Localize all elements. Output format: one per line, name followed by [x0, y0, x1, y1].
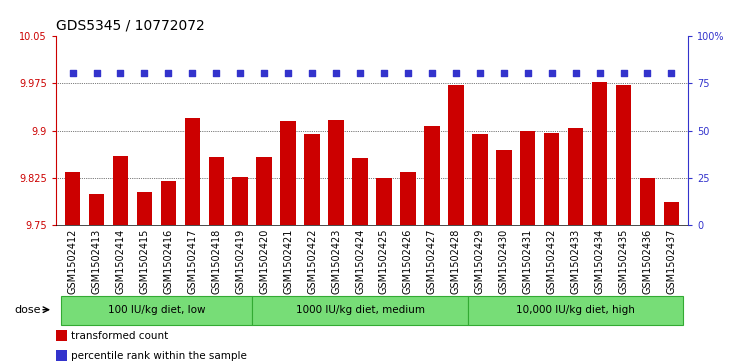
Point — [618, 70, 629, 76]
Bar — [304, 134, 320, 225]
Text: GSM1502419: GSM1502419 — [235, 229, 246, 294]
Point — [641, 70, 653, 76]
Text: GSM1502427: GSM1502427 — [427, 229, 437, 294]
Bar — [496, 150, 512, 225]
Bar — [640, 178, 655, 225]
Text: GSM1502416: GSM1502416 — [164, 229, 173, 294]
Text: GSM1502429: GSM1502429 — [475, 229, 485, 294]
Point — [234, 70, 246, 76]
Point — [307, 70, 318, 76]
Point — [426, 70, 437, 76]
Point — [474, 70, 486, 76]
Bar — [112, 156, 128, 225]
Point — [498, 70, 510, 76]
Bar — [468, 295, 684, 325]
Point — [594, 70, 606, 76]
Text: GSM1502434: GSM1502434 — [594, 229, 605, 294]
Text: GSM1502435: GSM1502435 — [618, 229, 629, 294]
Bar — [472, 134, 487, 225]
Text: dose: dose — [14, 305, 40, 315]
Bar — [56, 350, 67, 361]
Bar — [257, 157, 272, 225]
Bar — [424, 126, 440, 225]
Text: GDS5345 / 10772072: GDS5345 / 10772072 — [56, 19, 205, 32]
Point — [115, 70, 126, 76]
Bar — [568, 127, 583, 225]
Text: GSM1502423: GSM1502423 — [331, 229, 341, 294]
Text: GSM1502415: GSM1502415 — [139, 229, 150, 294]
Point — [570, 70, 582, 76]
Point — [545, 70, 557, 76]
Text: 1000 IU/kg diet, medium: 1000 IU/kg diet, medium — [295, 305, 425, 315]
Bar — [448, 85, 464, 225]
Point — [450, 70, 462, 76]
Text: GSM1502425: GSM1502425 — [379, 229, 389, 294]
Text: GSM1502414: GSM1502414 — [115, 229, 126, 294]
Point — [187, 70, 199, 76]
Bar — [352, 158, 368, 225]
Bar — [60, 295, 252, 325]
Bar — [328, 120, 344, 225]
Point — [665, 70, 677, 76]
Text: GSM1502430: GSM1502430 — [498, 229, 509, 294]
Text: GSM1502436: GSM1502436 — [643, 229, 652, 294]
Text: 100 IU/kg diet, low: 100 IU/kg diet, low — [108, 305, 205, 315]
Text: GSM1502421: GSM1502421 — [283, 229, 293, 294]
Point — [91, 70, 103, 76]
Bar — [137, 192, 153, 225]
Point — [162, 70, 174, 76]
Bar — [252, 295, 468, 325]
Point — [258, 70, 270, 76]
Text: GSM1502424: GSM1502424 — [355, 229, 365, 294]
Text: GSM1502420: GSM1502420 — [259, 229, 269, 294]
Bar — [280, 121, 296, 225]
Bar — [591, 82, 607, 225]
Point — [282, 70, 294, 76]
Point — [522, 70, 533, 76]
Text: GSM1502412: GSM1502412 — [68, 229, 77, 294]
Bar — [65, 172, 80, 225]
Text: GSM1502417: GSM1502417 — [187, 229, 197, 294]
Point — [138, 70, 150, 76]
Point — [378, 70, 390, 76]
Point — [330, 70, 342, 76]
Text: GSM1502437: GSM1502437 — [667, 229, 676, 294]
Bar — [616, 85, 632, 225]
Bar — [56, 330, 67, 341]
Point — [211, 70, 222, 76]
Point — [354, 70, 366, 76]
Text: GSM1502431: GSM1502431 — [523, 229, 533, 294]
Text: transformed count: transformed count — [71, 331, 168, 341]
Point — [402, 70, 414, 76]
Bar — [161, 181, 176, 225]
Bar — [520, 131, 536, 225]
Bar — [544, 132, 559, 225]
Text: GSM1502422: GSM1502422 — [307, 229, 317, 294]
Bar — [208, 157, 224, 225]
Bar — [232, 177, 248, 225]
Text: GSM1502428: GSM1502428 — [451, 229, 461, 294]
Text: GSM1502432: GSM1502432 — [547, 229, 557, 294]
Bar — [400, 172, 416, 225]
Point — [67, 70, 79, 76]
Text: GSM1502433: GSM1502433 — [571, 229, 580, 294]
Text: GSM1502418: GSM1502418 — [211, 229, 221, 294]
Bar — [89, 193, 104, 225]
Bar — [185, 118, 200, 225]
Text: GSM1502426: GSM1502426 — [403, 229, 413, 294]
Bar — [376, 178, 392, 225]
Text: percentile rank within the sample: percentile rank within the sample — [71, 351, 247, 361]
Bar — [664, 202, 679, 225]
Text: GSM1502413: GSM1502413 — [92, 229, 101, 294]
Text: 10,000 IU/kg diet, high: 10,000 IU/kg diet, high — [516, 305, 635, 315]
